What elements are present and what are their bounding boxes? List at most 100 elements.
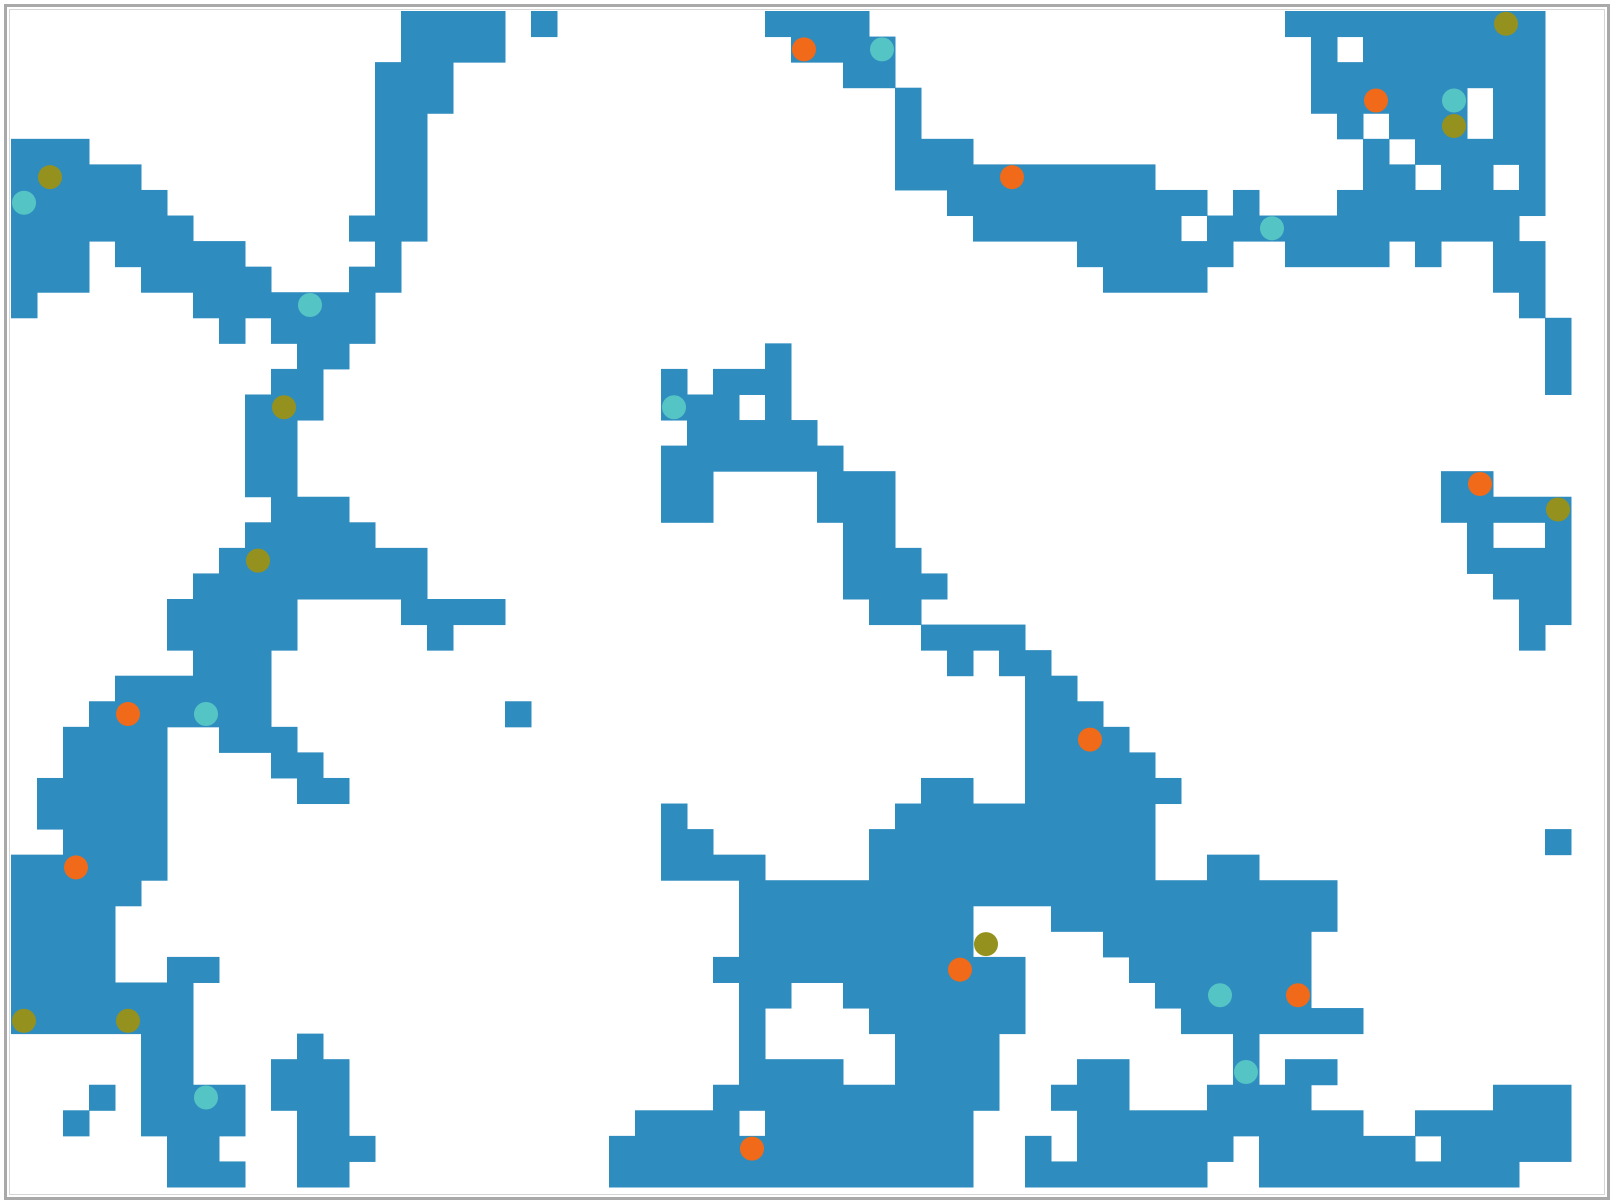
teal-marker[interactable]	[869, 37, 895, 62]
orange-marker[interactable]	[999, 165, 1025, 190]
olive-marker[interactable]	[1545, 497, 1571, 522]
wall-block	[947, 650, 974, 677]
olive-marker[interactable]	[11, 1008, 37, 1033]
wall-block	[531, 11, 558, 38]
wall-block	[11, 1008, 194, 1035]
wall-block	[11, 854, 168, 881]
teal-marker[interactable]	[193, 1085, 219, 1110]
orange-marker[interactable]	[1363, 88, 1389, 113]
wall-block	[1259, 1135, 1416, 1162]
wall-block	[739, 931, 974, 958]
wall-block	[1025, 1161, 1208, 1188]
olive-marker[interactable]	[115, 1008, 141, 1033]
olive-marker[interactable]	[245, 548, 271, 573]
wall-block	[687, 420, 818, 447]
olive-marker[interactable]	[973, 932, 999, 957]
wall-block	[1545, 522, 1572, 549]
game-board-border	[9, 9, 1605, 1195]
wall-block	[1415, 138, 1520, 165]
orange-marker[interactable]	[63, 855, 89, 880]
orange-marker[interactable]	[1285, 983, 1311, 1008]
wall-block	[297, 777, 350, 805]
orange-marker[interactable]	[739, 1136, 765, 1161]
teal-marker[interactable]	[193, 702, 219, 727]
wall-block	[1545, 829, 1572, 856]
wall-block	[141, 266, 272, 293]
wall-block	[167, 1161, 246, 1188]
wall-block	[1129, 956, 1312, 983]
wall-block	[11, 292, 38, 319]
wall-block	[1545, 317, 1572, 344]
wall-block	[1519, 138, 1546, 165]
wall-block	[947, 189, 1208, 217]
olive-marker[interactable]	[271, 395, 297, 420]
teal-marker[interactable]	[661, 395, 687, 420]
wall-block	[739, 880, 1338, 907]
wall-block	[1545, 343, 1572, 370]
orange-marker[interactable]	[115, 702, 141, 727]
wall-block	[141, 1033, 194, 1060]
wall-block	[375, 241, 402, 268]
olive-marker[interactable]	[37, 165, 63, 190]
teal-marker[interactable]	[1441, 88, 1467, 113]
wall-block	[297, 1110, 350, 1137]
wall-block	[869, 854, 1156, 881]
olive-marker[interactable]	[1493, 11, 1519, 36]
wall-block	[1311, 36, 1338, 63]
wall-block	[921, 777, 974, 805]
wall-block	[11, 905, 116, 932]
wall-block	[817, 496, 896, 523]
wall-block	[11, 982, 194, 1009]
wall-block	[349, 266, 402, 293]
wall-block	[401, 36, 506, 63]
wall-block	[401, 11, 506, 38]
wall-block	[115, 241, 246, 268]
wall-block	[1103, 266, 1208, 293]
wall-block	[245, 522, 376, 549]
wall-block	[1467, 547, 1572, 574]
wall-block	[1493, 266, 1546, 293]
wall-block	[193, 650, 272, 677]
wall-block	[1181, 1008, 1364, 1035]
wall-block	[1025, 701, 1104, 728]
wall-block	[1077, 1135, 1234, 1162]
wall-block	[427, 624, 454, 651]
wall-layer	[11, 11, 1572, 1188]
orange-marker[interactable]	[947, 957, 973, 982]
game-board-frame	[4, 4, 1610, 1200]
wall-block	[661, 445, 844, 472]
wall-block	[1285, 1059, 1338, 1086]
teal-marker[interactable]	[1259, 216, 1285, 241]
teal-marker[interactable]	[11, 190, 37, 215]
wall-block	[219, 317, 246, 344]
teal-marker[interactable]	[297, 292, 323, 318]
wall-block	[895, 803, 1156, 830]
wall-block	[1077, 241, 1234, 268]
wall-block	[869, 829, 1156, 856]
wall-block	[271, 1084, 350, 1111]
wall-block	[1545, 368, 1572, 395]
wall-block	[765, 343, 792, 370]
wall-block	[1025, 1135, 1052, 1162]
teal-marker[interactable]	[1233, 1059, 1259, 1084]
wall-block	[167, 1135, 220, 1162]
wall-block	[635, 1110, 740, 1137]
wall-block	[1025, 675, 1078, 702]
teal-marker[interactable]	[1207, 983, 1233, 1008]
orange-marker[interactable]	[791, 37, 817, 62]
wall-block	[297, 343, 350, 370]
wall-block	[375, 87, 454, 114]
orange-marker[interactable]	[1467, 471, 1493, 496]
wall-block	[1363, 36, 1546, 63]
wall-block	[11, 138, 90, 165]
wall-block	[63, 1110, 90, 1137]
wall-block	[63, 752, 168, 779]
olive-marker[interactable]	[1441, 114, 1467, 139]
wall-block	[1207, 215, 1520, 242]
game-board[interactable]	[10, 10, 1600, 1190]
wall-block	[1519, 292, 1546, 319]
orange-marker[interactable]	[1077, 727, 1103, 752]
wall-block	[999, 650, 1052, 677]
wall-block	[869, 599, 922, 626]
wall-block	[1337, 113, 1364, 140]
